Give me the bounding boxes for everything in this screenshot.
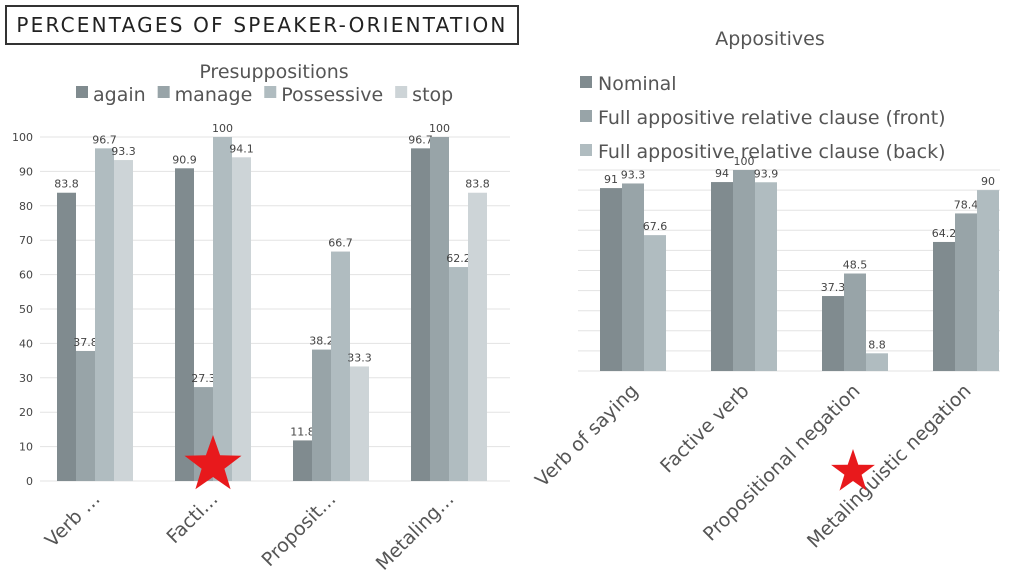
chart2-data-label-3-0: 64.2 <box>932 227 957 240</box>
chart2-legend-label-0: Nominal <box>598 73 677 95</box>
chart1-bar-3-2 <box>449 267 468 481</box>
chart1-bar-2-2 <box>331 251 350 481</box>
chart1-legend-swatch-0 <box>76 86 88 98</box>
chart2-bar-1-2 <box>755 182 777 371</box>
chart1-legend-swatch-1 <box>157 86 170 98</box>
chart2-legend-swatch-0 <box>580 76 592 88</box>
chart1-bar-0-2 <box>95 148 114 482</box>
chart2-bar-2-0 <box>822 296 844 371</box>
chart1-bar-0-0 <box>57 192 76 481</box>
chart1-legend-swatch-3 <box>395 86 408 98</box>
chart2-data-label-1-2: 93.9 <box>754 167 779 180</box>
chart1-data-label-0-0: 83.8 <box>54 178 79 191</box>
chart1-data-label-2-2: 66.7 <box>328 237 353 250</box>
chart1-category-label-2: Proposit… <box>257 488 340 571</box>
chart1-ytick-6: 60 <box>19 269 33 282</box>
chart1-bar-3-0 <box>411 148 430 482</box>
chart1-ytick-0: 0 <box>26 475 33 488</box>
chart2-legend-swatch-1 <box>580 110 592 122</box>
chart1-data-label-1-2: 100 <box>212 122 233 135</box>
chart2-star-marker-icon <box>831 449 875 491</box>
chart2-bar-2-1 <box>844 273 866 371</box>
chart1-ytick-5: 50 <box>19 303 33 316</box>
chart1-ytick-9: 90 <box>19 165 33 178</box>
chart1-ytick-1: 10 <box>19 441 33 454</box>
chart2-bar-1-1 <box>733 170 755 371</box>
chart2-legend-swatch-2 <box>580 144 592 156</box>
chart1-bar-0-3 <box>114 160 133 481</box>
chart1-category-label-1: Facti… <box>162 488 222 548</box>
chart1-ytick-7: 70 <box>19 234 33 247</box>
chart1-data-label-0-3: 93.3 <box>111 145 136 158</box>
page-title: PERCENTAGES OF SPEAKER-ORIENTATION <box>5 5 519 45</box>
chart2-title: Appositives <box>715 28 824 50</box>
chart2-data-label-0-1: 93.3 <box>621 168 646 181</box>
chart2-data-label-3-1: 78.4 <box>954 198 979 211</box>
chart1-legend-label-2: Possessive <box>281 84 383 106</box>
chart1-star-marker-icon <box>184 435 242 490</box>
chart1-bar-2-0 <box>293 440 312 481</box>
chart1-legend-label-3: stop <box>412 84 453 106</box>
chart1-bar-3-3 <box>468 192 487 481</box>
chart1-data-label-1-3: 94.1 <box>229 142 254 155</box>
chart2-category-label-0: Verb of saying <box>531 380 642 491</box>
chart1-data-label-3-2: 62.2 <box>446 252 471 265</box>
chart2-data-label-1-0: 94 <box>715 167 729 180</box>
chart1-legend-label-1: manage <box>175 84 253 106</box>
chart1-bar-2-1 <box>312 349 331 481</box>
chart1-ytick-10: 100 <box>12 131 33 144</box>
chart1-bar-1-2 <box>213 137 232 481</box>
chart2-data-label-0-2: 67.6 <box>643 220 668 233</box>
chart2-bar-0-0 <box>600 188 622 371</box>
chart1-data-label-0-2: 96.7 <box>92 133 117 146</box>
chart1-ytick-2: 20 <box>19 406 33 419</box>
chart2-category-label-1: Factive verb <box>656 380 753 477</box>
chart1-data-label-3-3: 83.8 <box>465 178 490 191</box>
chart1-data-label-3-1: 100 <box>429 122 450 135</box>
chart1-data-label-1-1: 27.3 <box>191 372 216 385</box>
chart2-bar-0-2 <box>644 235 666 371</box>
chart1-bar-1-3 <box>232 157 251 481</box>
chart2-bar-1-0 <box>711 182 733 371</box>
chart2-legend-label-1: Full appositive relative clause (front) <box>598 107 946 129</box>
chart1-bar-2-3 <box>350 366 369 481</box>
chart1-data-label-3-0: 96.7 <box>408 133 433 146</box>
chart2-data-label-2-2: 8.8 <box>868 338 886 351</box>
chart1-title: Presuppositions <box>199 61 348 83</box>
chart2-data-label-1-1: 100 <box>734 155 755 168</box>
chart1-data-label-2-0: 11.8 <box>290 425 315 438</box>
chart1-data-label-2-3: 33.3 <box>347 351 372 364</box>
chart1-bar-0-1 <box>76 350 95 481</box>
chart1-data-label-2-1: 38.2 <box>309 335 334 348</box>
chart2-bar-3-0 <box>933 241 955 371</box>
chart2-legend-label-2: Full appositive relative clause (back) <box>598 141 946 163</box>
chart2-bar-2-2 <box>866 353 888 371</box>
chart2-bar-3-1 <box>955 213 977 371</box>
chart1-legend-swatch-2 <box>264 86 277 98</box>
chart1-data-label-0-1: 37.8 <box>73 336 98 349</box>
chart1-bar-1-0 <box>175 168 194 481</box>
chart2-bar-3-2 <box>977 190 999 371</box>
chart2-data-label-2-0: 37.3 <box>821 281 846 294</box>
chart2-data-label-3-2: 90 <box>981 175 995 188</box>
chart1-ytick-8: 80 <box>19 200 33 213</box>
chart1-ytick-4: 40 <box>19 337 33 350</box>
chart1-data-label-1-0: 90.9 <box>172 153 197 166</box>
chart1-ytick-3: 30 <box>19 372 33 385</box>
chart1-category-label-0: Verb … <box>41 488 105 552</box>
chart1-category-label-3: Metaling… <box>372 488 459 575</box>
chart2-data-label-2-1: 48.5 <box>843 259 868 272</box>
chart1-legend-label-0: again <box>93 84 146 106</box>
chart2-bar-0-1 <box>622 183 644 371</box>
chart1-bar-3-1 <box>430 137 449 481</box>
chart2-data-label-0-0: 91 <box>604 173 618 186</box>
